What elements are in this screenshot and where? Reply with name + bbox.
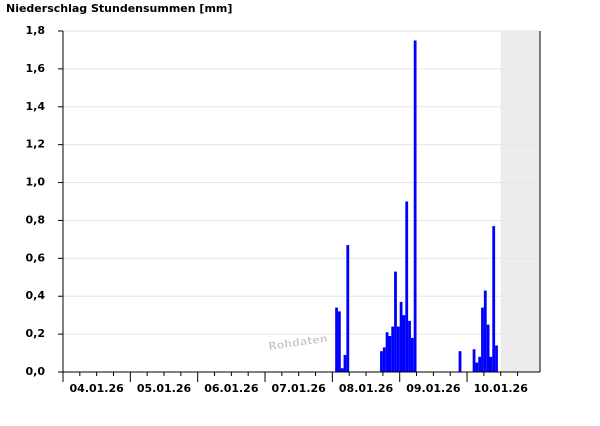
bar xyxy=(385,332,389,372)
bar xyxy=(492,226,496,372)
x-tick-label: 06.01.26 xyxy=(204,382,259,395)
y-tick-label: 0,8 xyxy=(26,213,46,226)
bar xyxy=(402,315,406,372)
bar xyxy=(340,368,344,372)
bar xyxy=(388,336,392,372)
y-tick-label: 1,0 xyxy=(26,176,46,189)
y-tick-label: 0,6 xyxy=(26,251,46,264)
bar xyxy=(380,351,383,372)
bar xyxy=(343,354,347,372)
bar xyxy=(391,326,395,372)
y-tick-label: 1,6 xyxy=(26,62,46,75)
bar xyxy=(399,301,403,372)
y-tick-label: 0,2 xyxy=(26,327,46,340)
y-tick-label: 0,0 xyxy=(26,365,46,378)
bar xyxy=(346,245,350,372)
no-data-area xyxy=(500,31,540,372)
bar xyxy=(486,324,490,372)
bar xyxy=(410,337,414,372)
x-tick-label: 04.01.26 xyxy=(70,382,125,395)
bar xyxy=(458,351,462,372)
y-tick-label: 0,4 xyxy=(26,289,46,302)
bar xyxy=(396,326,400,372)
bar xyxy=(382,347,386,372)
bar xyxy=(489,356,493,372)
y-tick-label: 1,2 xyxy=(26,138,46,151)
bar xyxy=(495,345,498,372)
bar xyxy=(472,349,476,372)
x-tick-label: 08.01.26 xyxy=(339,382,394,395)
bar xyxy=(394,271,397,372)
bar xyxy=(405,201,409,372)
bar xyxy=(337,311,341,372)
bar xyxy=(483,290,487,372)
bar xyxy=(475,362,479,372)
x-tick-label: 10.01.26 xyxy=(474,382,529,395)
x-tick-label: 09.01.26 xyxy=(406,382,461,395)
x-tick-label: 07.01.26 xyxy=(272,382,327,395)
y-tick-label: 1,8 xyxy=(26,24,46,37)
bar xyxy=(413,40,417,372)
bar xyxy=(335,307,338,372)
bar xyxy=(481,307,484,372)
watermark: Rohdaten xyxy=(267,332,328,353)
y-tick-label: 1,4 xyxy=(26,100,46,113)
chart-title: Niederschlag Stundensummen [mm] xyxy=(6,2,232,15)
x-tick-label: 05.01.26 xyxy=(137,382,192,395)
bar xyxy=(408,320,411,372)
bar xyxy=(478,356,482,372)
